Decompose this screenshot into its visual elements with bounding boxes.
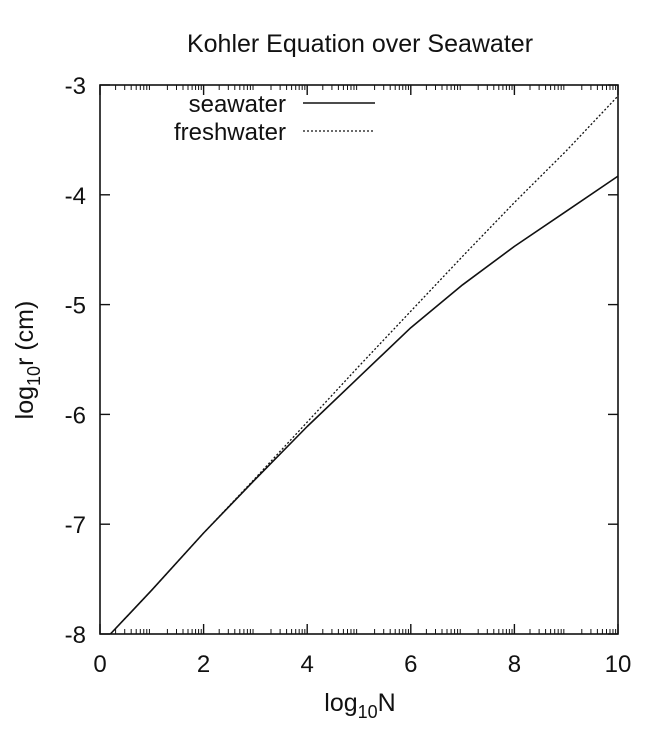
y-tick-labels: -8 -7 -6 -5 -4 -3 xyxy=(65,73,86,649)
x-tick-label: 6 xyxy=(404,651,417,678)
x-tick-label: 4 xyxy=(301,651,314,678)
x-tick-labels: 0 2 4 6 8 10 xyxy=(93,651,631,678)
plot-frame xyxy=(99,84,619,635)
axis-ticks xyxy=(99,84,619,635)
x-tick-label: 2 xyxy=(197,651,210,678)
y-tick-label: -4 xyxy=(65,183,86,210)
y-axis-label-subscript: 10 xyxy=(24,366,44,386)
series-line-freshwater xyxy=(109,95,619,635)
x-axis-label-subscript: 10 xyxy=(358,702,378,722)
x-tick-label: 10 xyxy=(605,651,632,678)
x-tick-label: 0 xyxy=(93,651,106,678)
y-tick-label: -6 xyxy=(65,402,86,429)
y-tick-label: -7 xyxy=(65,512,86,539)
y-axis-label: log10r (cm) xyxy=(11,301,44,420)
y-axis-label-base: log xyxy=(11,386,39,419)
legend-label-seawater: seawater xyxy=(189,91,286,118)
legend: seawater freshwater xyxy=(174,91,375,146)
series-line-seawater xyxy=(109,175,619,635)
x-axis-label-base: log xyxy=(324,689,357,717)
y-axis-label-variable: r (cm) xyxy=(11,301,39,366)
y-tick-label: -3 xyxy=(65,73,86,100)
x-axis-label-variable: N xyxy=(378,689,396,717)
legend-label-freshwater: freshwater xyxy=(174,119,286,146)
series-lines xyxy=(109,95,619,635)
chart-title: Kohler Equation over Seawater xyxy=(187,30,533,58)
x-tick-label: 8 xyxy=(508,651,521,678)
y-tick-label: -8 xyxy=(65,622,86,649)
y-tick-label: -5 xyxy=(65,293,86,320)
x-axis-label: log10N xyxy=(324,689,395,722)
